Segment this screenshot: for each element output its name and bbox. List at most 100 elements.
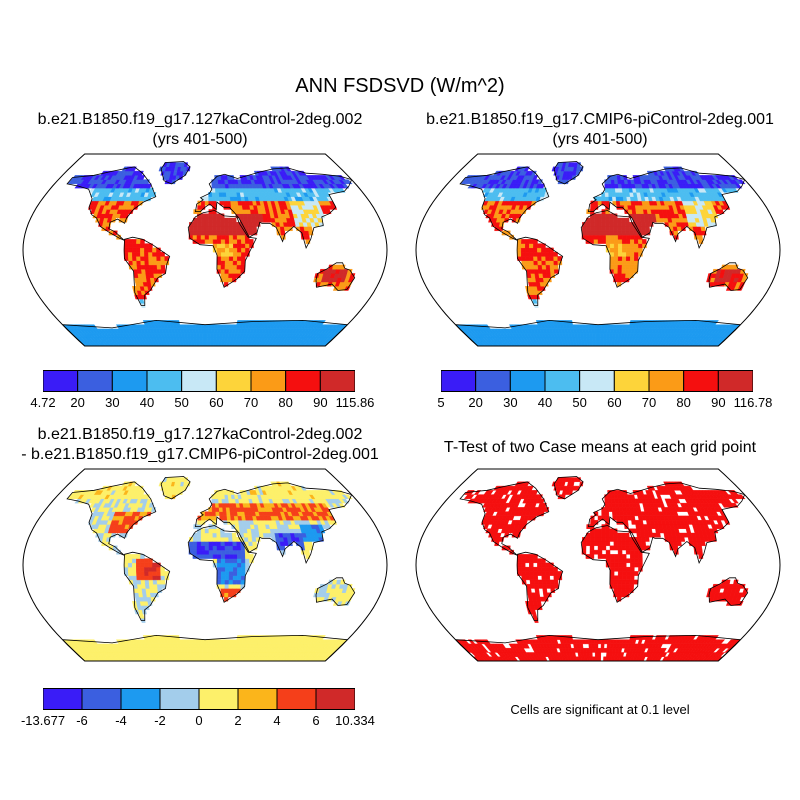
grid-cell <box>220 247 226 253</box>
grid-cell <box>636 222 642 227</box>
grid-cell <box>212 532 217 538</box>
grid-cell <box>140 562 145 568</box>
grid-cell <box>152 251 157 257</box>
grid-cell <box>533 571 538 576</box>
grid-cell <box>208 230 214 236</box>
grid-cell <box>218 502 223 508</box>
grid-cell <box>196 656 200 661</box>
grid-cell <box>595 341 599 346</box>
grid-cell <box>152 264 158 270</box>
grid-cell <box>604 187 609 193</box>
grid-cell <box>196 226 202 231</box>
grid-cell <box>604 192 609 197</box>
grid-cell <box>236 264 242 270</box>
grid-cell <box>204 230 210 236</box>
grid-cell <box>504 494 511 500</box>
grid-cell <box>601 234 607 240</box>
grid-cell <box>634 243 639 249</box>
grid-cell <box>597 324 602 330</box>
grid-cell <box>549 579 555 585</box>
grid-cell <box>224 217 229 223</box>
grid-cell <box>188 639 193 645</box>
grid-cell <box>640 222 646 227</box>
coastlines <box>61 476 356 661</box>
grid-cell <box>233 562 238 568</box>
grid-cell <box>529 243 534 249</box>
grid-cell <box>240 575 246 581</box>
map-cells <box>61 477 356 661</box>
grid-cell <box>204 639 209 645</box>
grid-cell <box>229 566 234 572</box>
grid-cell <box>621 269 627 274</box>
grid-cell <box>605 217 610 223</box>
grid-cell <box>585 222 591 227</box>
grid-cell <box>211 511 217 517</box>
grid-cell <box>232 571 238 576</box>
grid-cell <box>617 273 622 278</box>
grid-cell <box>232 541 238 546</box>
grid-cell <box>200 226 206 231</box>
grid-cell <box>198 324 203 330</box>
grid-cell <box>152 575 158 581</box>
grid-cell <box>591 333 596 338</box>
grid-cell <box>541 566 546 572</box>
map-panel-3 <box>22 468 388 662</box>
grid-cell <box>588 648 593 653</box>
grid-cell <box>220 575 226 581</box>
grid-cell <box>608 196 613 202</box>
coastline-antarctica <box>61 319 349 346</box>
grid-cell <box>144 247 149 253</box>
grid-cell <box>617 260 623 266</box>
grid-cell <box>613 269 619 274</box>
grid-cell <box>216 247 222 253</box>
grid-cell <box>529 566 534 572</box>
grid-cell <box>153 269 158 274</box>
grid-cell <box>192 549 198 555</box>
grid-cell <box>224 592 229 598</box>
grid-cell <box>589 652 593 657</box>
grid-cell <box>630 251 635 257</box>
grid-cell <box>216 528 221 534</box>
grid-cell <box>525 247 530 253</box>
grid-cell <box>228 269 234 274</box>
grid-cell <box>521 575 527 581</box>
grid-cell <box>234 524 240 529</box>
grid-cell <box>220 532 225 538</box>
grid-cell <box>144 566 149 572</box>
grid-cell <box>634 239 639 244</box>
grid-cell <box>141 269 146 274</box>
grid-cell <box>208 549 214 555</box>
grid-cell <box>228 545 234 551</box>
grid-cell <box>216 243 222 249</box>
grid-cell <box>207 639 212 645</box>
grid-cell <box>604 196 610 202</box>
grid-cell <box>593 230 599 236</box>
grid-cell <box>608 507 613 512</box>
grid-cell <box>220 549 226 555</box>
grid-cell <box>144 251 149 257</box>
grid-cell <box>629 269 635 274</box>
grid-cell <box>611 183 616 189</box>
grid-cell <box>533 256 538 261</box>
grid-cell <box>212 226 218 231</box>
grid-cell <box>533 264 539 270</box>
grid-cell <box>123 247 129 253</box>
grid-cell <box>243 222 249 227</box>
grid-cell <box>204 234 210 240</box>
coastline-australia <box>315 262 356 291</box>
grid-cell <box>601 230 607 236</box>
grid-cell <box>204 196 209 202</box>
grid-cell <box>212 230 218 236</box>
grid-cell <box>204 217 210 223</box>
grid-cell <box>124 554 129 559</box>
grid-cell <box>549 566 554 572</box>
grid-cell <box>600 643 605 649</box>
grid-cell <box>216 222 222 227</box>
grid-cell <box>196 234 202 240</box>
grid-cell <box>200 541 206 546</box>
grid-cell <box>537 243 542 249</box>
grid-cell <box>605 549 611 555</box>
grid-cell <box>240 264 246 270</box>
grid-cell <box>229 251 234 257</box>
grid-cell <box>525 251 530 257</box>
